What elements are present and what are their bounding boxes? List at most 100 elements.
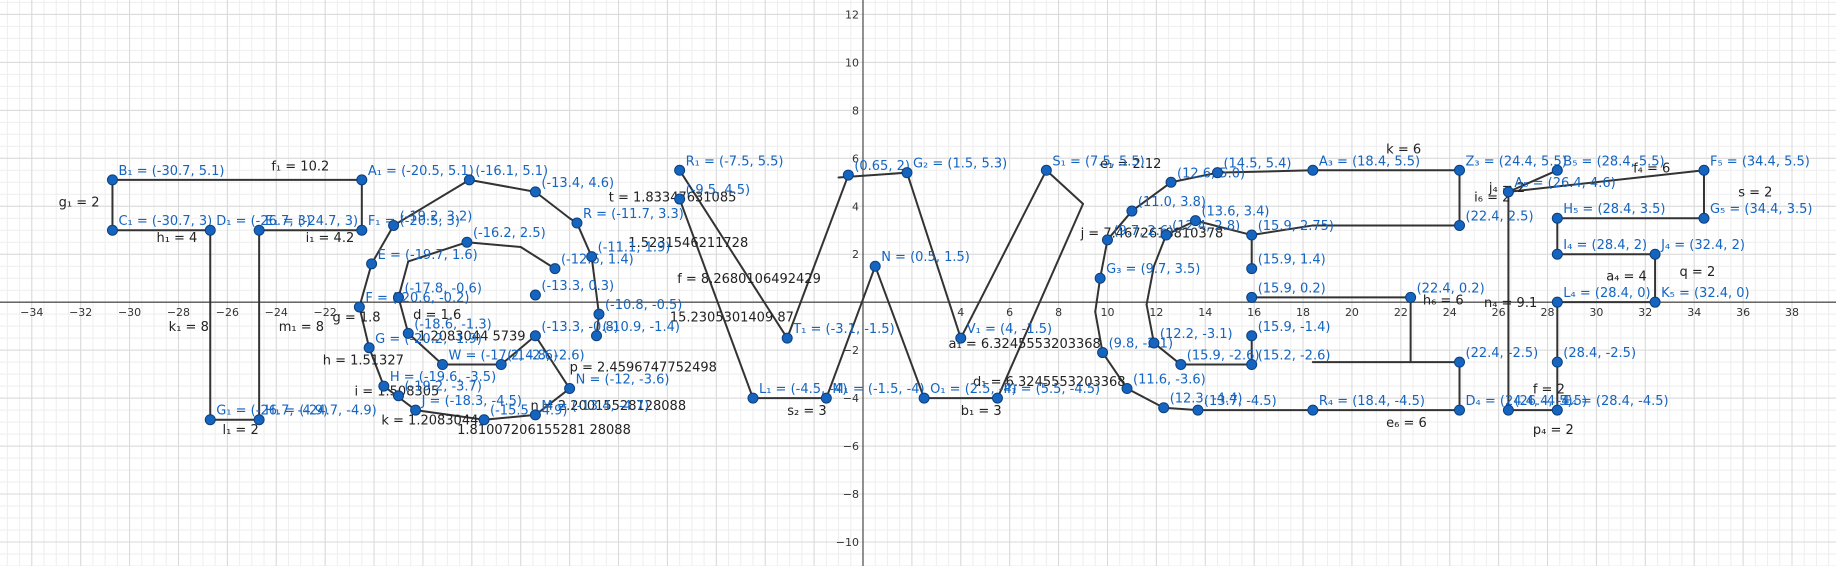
segment[interactable] [786,174,850,340]
point[interactable] [529,186,541,198]
segment[interactable] [1152,341,1182,366]
segment[interactable] [1507,169,1559,193]
point[interactable] [674,164,686,176]
point[interactable] [1211,167,1223,179]
point[interactable] [1698,212,1710,224]
point[interactable] [392,291,404,303]
segment[interactable] [996,202,1085,400]
point[interactable] [564,383,576,395]
point[interactable] [747,392,759,404]
point[interactable] [674,193,686,205]
point[interactable] [253,224,265,236]
point[interactable] [1246,291,1258,303]
point[interactable] [1246,359,1258,371]
segment[interactable] [534,190,571,220]
segment[interactable] [1099,238,1109,280]
point[interactable] [356,224,368,236]
segment[interactable] [678,198,754,400]
segment[interactable] [414,409,486,421]
point[interactable] [1405,291,1417,303]
point[interactable] [1160,229,1172,241]
point[interactable] [529,409,541,421]
point[interactable] [461,236,473,248]
point[interactable] [1148,337,1160,349]
point[interactable] [392,390,404,402]
point[interactable] [901,167,913,179]
point[interactable] [1121,383,1133,395]
segment[interactable] [1145,265,1155,306]
point[interactable] [436,359,448,371]
point[interactable] [781,332,793,344]
point[interactable] [1551,164,1563,176]
segment[interactable] [397,296,410,335]
point[interactable] [586,251,598,263]
point[interactable] [1307,164,1319,176]
segment[interactable] [678,169,789,340]
point[interactable] [571,217,583,229]
point[interactable] [1454,164,1466,176]
point[interactable] [1094,272,1106,284]
point[interactable] [593,308,605,320]
segment[interactable] [905,171,962,340]
point[interactable] [1698,164,1710,176]
point[interactable] [1649,296,1661,308]
point[interactable] [1307,404,1319,416]
segment[interactable] [1101,351,1129,390]
segment[interactable] [1216,169,1314,174]
segment[interactable] [468,178,537,193]
point[interactable] [478,414,490,426]
segment[interactable] [358,305,371,349]
segment[interactable] [1145,303,1155,344]
point[interactable] [402,327,414,339]
segment[interactable] [1507,169,1705,193]
segment[interactable] [500,334,537,366]
segment[interactable] [534,387,571,416]
point[interactable] [529,289,541,301]
segment[interactable] [1106,210,1133,241]
point[interactable] [463,174,475,186]
point[interactable] [955,332,967,344]
point[interactable] [388,219,400,231]
segment[interactable] [519,246,556,270]
point[interactable] [529,330,541,342]
point[interactable] [378,380,390,392]
point[interactable] [549,263,561,275]
segment[interactable] [1126,387,1165,409]
segment[interactable] [368,346,385,388]
point[interactable] [1246,330,1258,342]
segment[interactable] [1094,277,1102,313]
point[interactable] [1165,176,1177,188]
point[interactable] [1551,356,1563,368]
segment[interactable] [874,265,926,400]
point[interactable] [1189,215,1201,227]
point[interactable] [1551,248,1563,260]
point[interactable] [1246,263,1258,275]
point[interactable] [1097,347,1109,359]
segment[interactable] [575,222,593,258]
point[interactable] [1454,219,1466,231]
point[interactable] [1192,404,1204,416]
segment[interactable] [959,169,1048,340]
point[interactable] [1551,212,1563,224]
point[interactable] [1454,404,1466,416]
point[interactable] [820,392,832,404]
point[interactable] [366,258,378,270]
point[interactable] [1040,164,1052,176]
point[interactable] [1502,404,1514,416]
point[interactable] [1246,229,1258,241]
point[interactable] [353,301,365,313]
segment[interactable] [1045,169,1085,205]
point[interactable] [1126,205,1138,217]
point[interactable] [363,342,375,354]
segment[interactable] [483,413,537,421]
segment[interactable] [1130,181,1173,213]
point[interactable] [253,414,265,426]
segment[interactable] [397,260,410,299]
segment[interactable] [407,332,444,366]
segment[interactable] [392,178,471,227]
point[interactable] [1454,356,1466,368]
segment[interactable] [1094,310,1104,354]
point[interactable] [1175,359,1187,371]
segment[interactable] [465,241,522,249]
